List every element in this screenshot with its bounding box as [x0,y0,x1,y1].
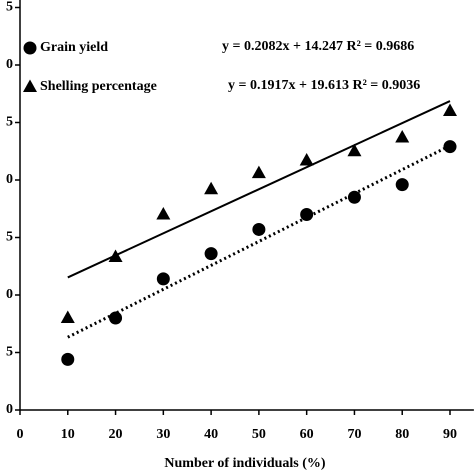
y-tick-label: 5 [6,230,13,245]
x-tick-label: 30 [156,427,170,442]
point [299,152,314,166]
x-tick-label: 60 [300,427,314,442]
y-tick-label: 5 [6,115,13,130]
x-tick-label: 80 [395,427,409,442]
legend-label: Grain yield [40,40,108,55]
point [443,140,457,154]
trendline-label: y = 0.1917x + 19.613 R² = 0.9036 [228,78,420,93]
y-tick-label: 5 [6,345,13,360]
y-tick-label: 0 [6,287,13,302]
trendline-label: y = 0.2082x + 14.247 R² = 0.9686 [222,39,414,54]
point [395,178,409,192]
point [347,190,361,204]
point [443,103,457,116]
point [251,165,266,179]
point [204,181,219,195]
point [347,143,362,157]
x-tick-label: 40 [204,427,218,442]
point [300,208,314,221]
point [60,310,75,323]
point [156,207,171,220]
x-tick-label: 90 [443,427,457,442]
trendline [67,100,451,279]
legend-label: Shelling percentage [40,79,157,94]
point [156,272,170,286]
legend-marker [23,41,37,55]
x-tick-label: 50 [252,427,266,442]
point [109,311,123,325]
x-tick-label: 0 [17,427,24,442]
x-tick-label: 20 [109,427,123,442]
x-tick-label: 10 [61,427,75,442]
x-tick-label: 70 [347,427,361,442]
point [204,247,218,261]
y-tick-label: 5 [6,0,13,15]
y-tick-label: 0 [6,172,13,187]
point [61,352,75,366]
y-tick-label: 0 [6,57,13,72]
legend-marker [23,79,37,92]
point [252,222,266,236]
x-axis-label: Number of individuals (%) [164,456,325,471]
trendline [67,144,451,339]
point [395,129,410,143]
point [108,249,123,263]
y-tick-label: 0 [6,402,13,417]
